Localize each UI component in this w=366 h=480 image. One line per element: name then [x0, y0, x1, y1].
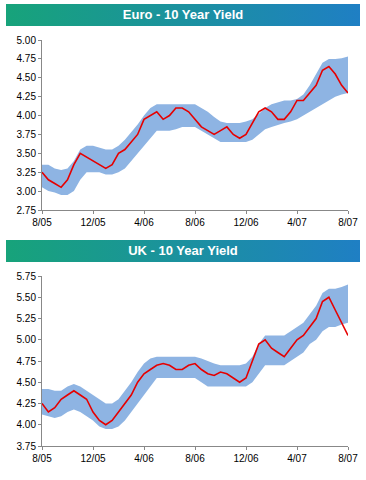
svg-text:3.00: 3.00: [17, 186, 37, 197]
svg-text:8/05: 8/05: [32, 217, 52, 228]
svg-text:4/07: 4/07: [287, 217, 307, 228]
svg-text:4.50: 4.50: [17, 377, 37, 388]
svg-text:3.75: 3.75: [17, 441, 37, 452]
svg-text:4.75: 4.75: [17, 356, 37, 367]
html-text:Euro - 10 Year Yield: Euro - 10 Year Yield: [122, 7, 244, 22]
svg-text:8/07: 8/07: [338, 217, 358, 228]
svg-text:4.75: 4.75: [17, 53, 37, 64]
svg-text:12/06: 12/06: [233, 453, 258, 464]
svg-text:5.25: 5.25: [17, 313, 37, 324]
svg-text:8/06: 8/06: [185, 453, 205, 464]
svg-text:4.25: 4.25: [17, 91, 37, 102]
svg-text:12/06: 12/06: [233, 217, 258, 228]
svg-text:3.50: 3.50: [17, 148, 37, 159]
svg-text:5.00: 5.00: [17, 35, 37, 46]
svg-text:2.75: 2.75: [17, 205, 37, 216]
svg-text:8/06: 8/06: [185, 217, 205, 228]
svg-text:5.75: 5.75: [17, 271, 37, 282]
svg-text:4.00: 4.00: [17, 110, 37, 121]
svg-text:4.50: 4.50: [17, 72, 37, 83]
svg-text:4/06: 4/06: [134, 453, 154, 464]
svg-text:3.75: 3.75: [17, 129, 37, 140]
svg-text:12/05: 12/05: [80, 453, 105, 464]
svg-text:4.25: 4.25: [17, 398, 37, 409]
html-text:UK - 10 Year Yield: UK - 10 Year Yield: [128, 243, 238, 258]
svg-text:3.25: 3.25: [17, 167, 37, 178]
svg-text:4/07: 4/07: [287, 453, 307, 464]
svg-text:8/05: 8/05: [32, 453, 52, 464]
svg-text:12/05: 12/05: [80, 217, 105, 228]
svg-text:5.00: 5.00: [17, 334, 37, 345]
svg-text:4/06: 4/06: [134, 217, 154, 228]
svg-text:8/07: 8/07: [338, 453, 358, 464]
svg-text:5.50: 5.50: [17, 292, 37, 303]
svg-text:4.00: 4.00: [17, 419, 37, 430]
